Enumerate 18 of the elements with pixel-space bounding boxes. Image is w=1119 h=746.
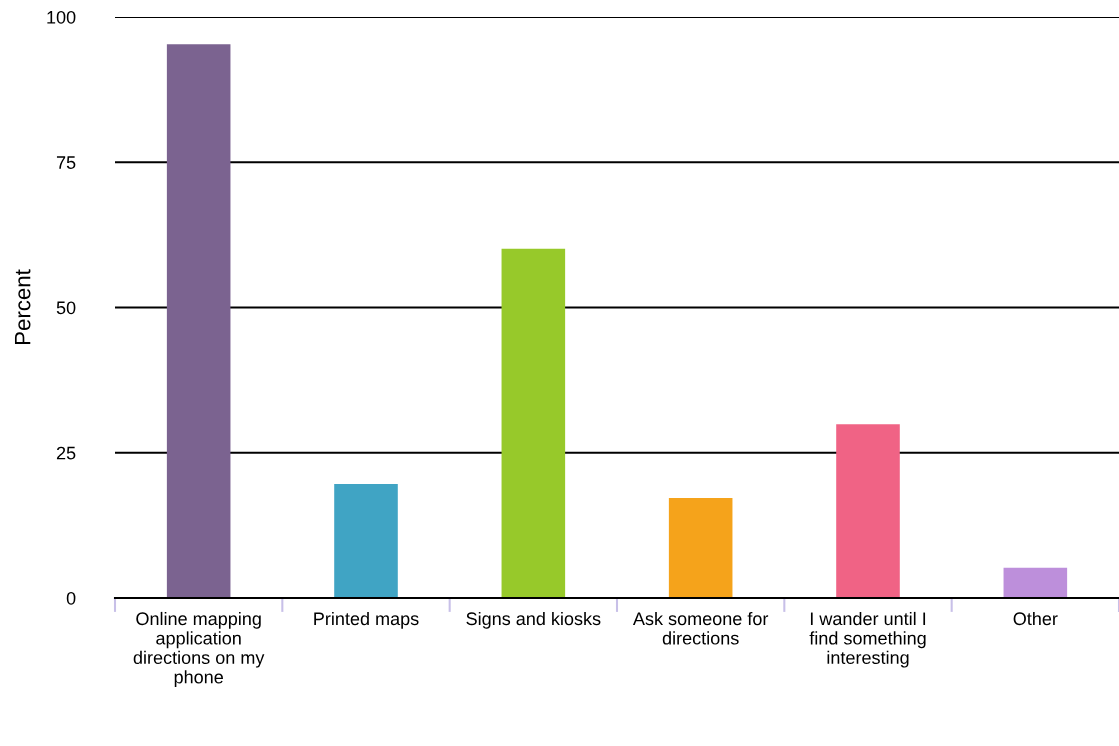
y-tick-label: 75 bbox=[56, 156, 76, 169]
y-tick-label: 25 bbox=[56, 446, 76, 460]
bar bbox=[836, 424, 900, 598]
y-tick-label: 100 bbox=[47, 10, 76, 24]
bar bbox=[1003, 567, 1068, 598]
bar bbox=[334, 484, 398, 598]
bar bbox=[501, 248, 566, 598]
bar bbox=[166, 44, 231, 598]
x-tick-label: Other bbox=[1013, 611, 1058, 626]
x-tick-label: Signs and kiosks bbox=[466, 611, 601, 629]
x-tick-label: Online mapping application directions on my phone bbox=[133, 611, 265, 688]
x-tick-label: Ask someone for directions bbox=[632, 611, 769, 645]
x-tick-label: I wander until I find something interesting bbox=[809, 611, 926, 668]
y-tick-label: 50 bbox=[56, 301, 76, 315]
y-axis-title: Percent bbox=[14, 269, 31, 344]
y-tick-label: 0 bbox=[66, 591, 76, 605]
x-tick-label: Printed maps bbox=[314, 611, 419, 629]
bar bbox=[668, 498, 733, 598]
